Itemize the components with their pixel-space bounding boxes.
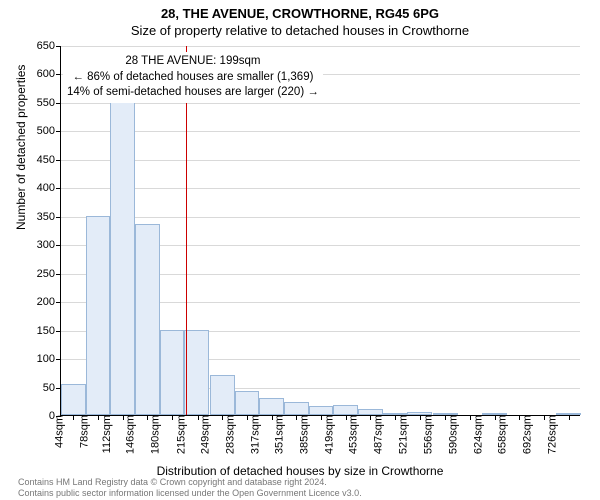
histogram-bar <box>86 216 111 415</box>
ytick-label: 650 <box>37 40 61 52</box>
ytick-label: 450 <box>37 154 61 166</box>
y-axis-label: Number of detached properties <box>14 65 28 230</box>
histogram-bar <box>184 330 209 415</box>
xtick-label: 624sqm <box>466 415 484 454</box>
chart-title-main: 28, THE AVENUE, CROWTHORNE, RG45 6PG <box>0 0 600 21</box>
ytick-label: 200 <box>37 296 61 308</box>
ytick-label: 100 <box>37 353 61 365</box>
xtick-label: 249sqm <box>194 415 212 454</box>
ytick-label: 600 <box>37 68 61 80</box>
xtick-label: 590sqm <box>441 415 459 454</box>
histogram-bar <box>259 398 284 415</box>
xtick-label: 385sqm <box>292 415 310 454</box>
xtick-label: 78sqm <box>73 415 91 448</box>
xtick-label: 112sqm <box>95 415 113 453</box>
xtick-label: 44sqm <box>48 415 66 448</box>
histogram-bar <box>135 224 160 415</box>
xtick-label: 487sqm <box>367 415 385 454</box>
annotation-line: ← 86% of detached houses are smaller (1,… <box>67 70 319 86</box>
gridline <box>61 103 580 104</box>
annotation-line: 28 THE AVENUE: 199sqm <box>67 54 319 70</box>
ytick-label: 550 <box>37 97 61 109</box>
ytick-label: 350 <box>37 211 61 223</box>
ytick-label: 400 <box>37 182 61 194</box>
xtick-label: 692sqm <box>515 415 533 454</box>
ytick-label: 50 <box>43 382 61 394</box>
x-axis-label: Distribution of detached houses by size … <box>0 464 600 478</box>
footer-line1: Contains HM Land Registry data © Crown c… <box>18 477 362 487</box>
ytick-label: 250 <box>37 268 61 280</box>
gridline <box>61 46 580 47</box>
footer-line2: Contains public sector information licen… <box>18 488 362 498</box>
annotation-box: 28 THE AVENUE: 199sqm← 86% of detached h… <box>63 52 323 103</box>
xtick-label: 146sqm <box>119 415 137 454</box>
xtick-label: 658sqm <box>491 415 509 454</box>
footer-attribution: Contains HM Land Registry data © Crown c… <box>18 477 362 498</box>
histogram-bar <box>110 96 135 415</box>
xtick-label: 215sqm <box>169 415 187 454</box>
chart-area: 0501001502002503003504004505005506006504… <box>60 46 580 416</box>
ytick-label: 300 <box>37 239 61 251</box>
histogram-bar <box>284 402 309 415</box>
xtick-mark <box>569 415 570 420</box>
xtick-label: 283sqm <box>218 415 236 454</box>
xtick-label: 726sqm <box>540 415 558 454</box>
xtick-label: 556sqm <box>417 415 435 454</box>
gridline <box>61 131 580 132</box>
xtick-label: 317sqm <box>243 415 261 454</box>
gridline <box>61 160 580 161</box>
gridline <box>61 188 580 189</box>
xtick-label: 351sqm <box>268 415 286 454</box>
histogram-bar <box>309 406 334 415</box>
xtick-label: 180sqm <box>144 415 162 454</box>
histogram-bar <box>235 391 260 415</box>
ytick-label: 500 <box>37 125 61 137</box>
annotation-line: 14% of semi-detached houses are larger (… <box>67 85 319 101</box>
chart-title-sub: Size of property relative to detached ho… <box>0 21 600 38</box>
histogram-bar <box>333 405 358 415</box>
histogram-bar <box>61 384 86 415</box>
gridline <box>61 217 580 218</box>
ytick-label: 150 <box>37 325 61 337</box>
xtick-label: 521sqm <box>391 415 409 454</box>
xtick-label: 453sqm <box>342 415 360 454</box>
histogram-bar <box>210 375 235 415</box>
xtick-label: 419sqm <box>317 415 335 454</box>
plot-region: 0501001502002503003504004505005506006504… <box>60 46 580 416</box>
histogram-bar <box>160 330 185 415</box>
